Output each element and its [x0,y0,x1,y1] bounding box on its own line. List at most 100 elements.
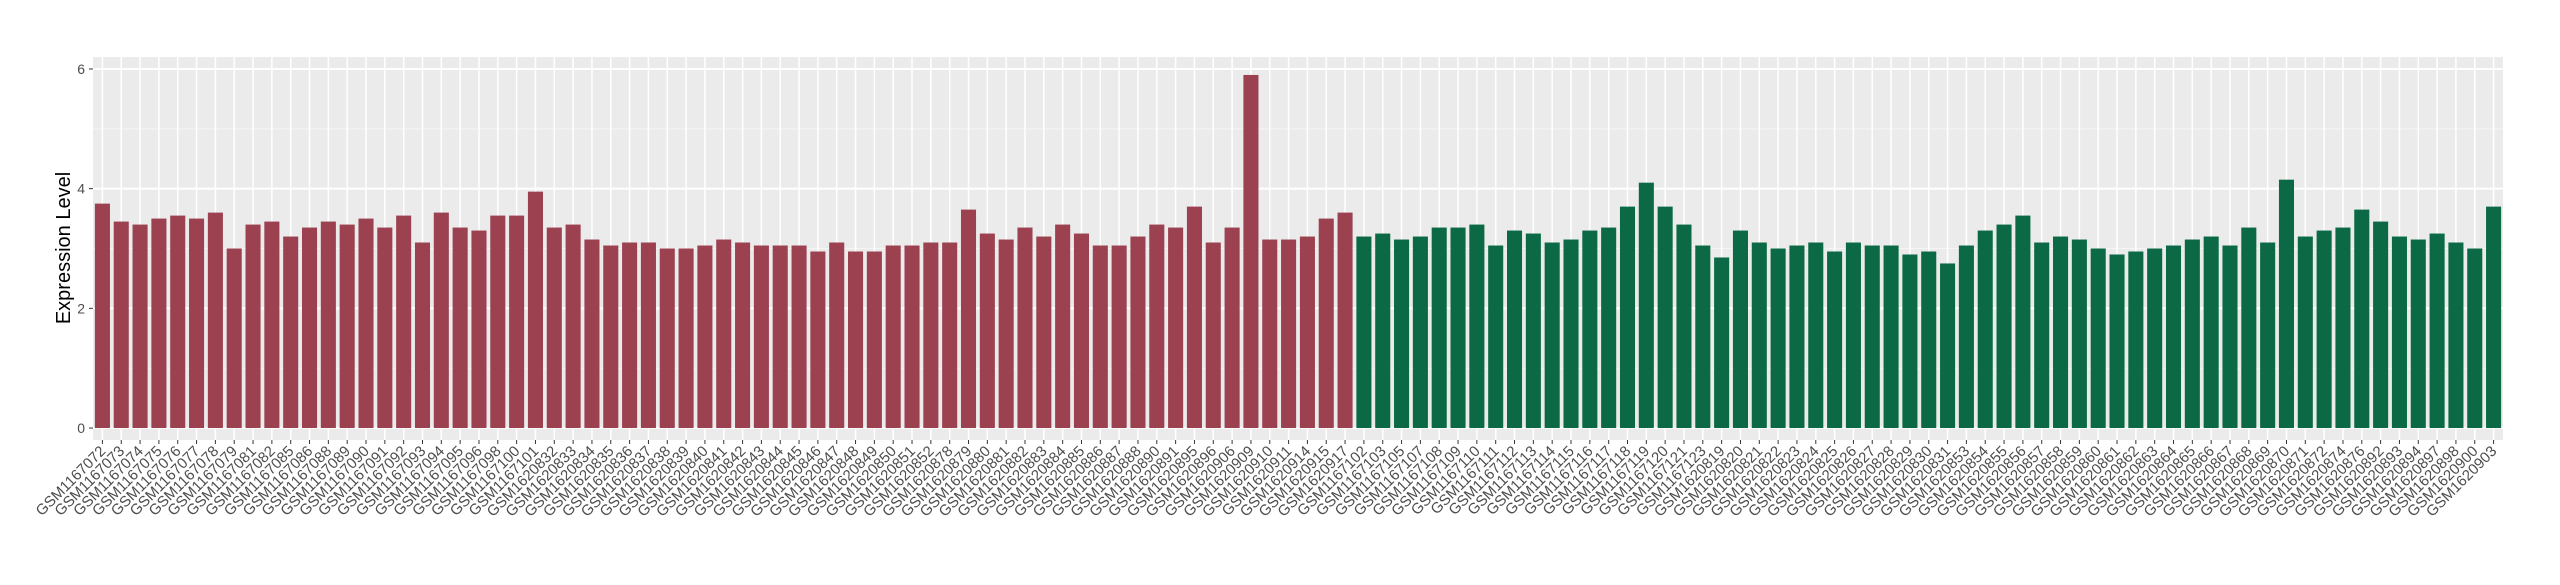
bar [1073,233,1090,429]
bar [2335,227,2351,429]
bar [1789,245,1805,429]
bar [2034,242,2050,429]
bar [2165,245,2182,429]
bar [2260,242,2276,429]
bar [1205,242,1221,429]
bar [810,251,826,429]
bar [1845,242,1861,429]
bar [2354,209,2370,429]
bar [1732,230,1748,429]
bar [1657,206,1673,429]
y-tick-label: 6 [77,61,85,77]
bar [1619,206,1636,429]
bar [358,218,374,429]
bar [264,221,280,429]
bar [207,212,223,429]
bar [1921,251,1937,429]
bar [1525,233,1541,429]
bar [94,203,110,429]
bar [1431,227,1447,429]
bar [2109,254,2125,429]
bar [1375,233,1391,429]
bar [1827,251,1843,429]
bar [170,215,186,429]
bar [1601,227,1617,429]
bar [640,242,656,429]
bar [1469,224,1485,429]
bar [509,215,525,429]
bar [1262,239,1278,429]
bar [848,251,864,429]
bar [433,212,449,429]
bar [2128,251,2144,429]
bar [1714,257,1730,429]
bar [2467,248,2483,429]
bar [2241,227,2257,429]
bar [1864,245,1880,429]
bar [998,239,1014,429]
bar [2222,245,2238,429]
bar [1488,245,1504,429]
bar [471,230,487,429]
bar [697,245,713,429]
bar [1940,263,1956,429]
bar [1996,224,2012,429]
bar [1958,245,1974,429]
bar [904,245,920,429]
bar [283,236,299,429]
bar [1883,245,1899,429]
bar [1450,227,1466,429]
bar [1394,239,1410,429]
bar [2053,236,2069,429]
bar [1563,239,1579,429]
bar [2184,239,2200,429]
bar [1130,236,1146,429]
bar [2090,248,2106,429]
bar [1751,242,1767,429]
bar [1356,236,1372,429]
bar [659,248,675,429]
bar [414,242,431,429]
bar [490,215,506,429]
bar [753,245,769,429]
bar [2429,233,2445,429]
bar [1808,242,1824,429]
bar [791,245,807,429]
bar [2391,236,2407,429]
bar [584,239,600,429]
bar [1186,206,1202,429]
bar [885,245,901,429]
bar [1036,236,1052,429]
y-tick-label: 2 [77,300,85,316]
bar [2410,239,2426,429]
bar [942,242,958,429]
bar [979,233,995,429]
bar [1149,224,1165,429]
bar [2316,230,2332,429]
bar [923,242,939,429]
bar [1299,236,1315,429]
y-axis-title: Expression Level [53,172,75,324]
bar [2015,215,2031,429]
y-tick-label: 4 [77,181,85,197]
bar [1506,230,1523,429]
bar [960,209,977,429]
bar [1638,182,1654,429]
bar [716,239,732,429]
bar [1017,227,1033,429]
bar [226,248,242,429]
bar [1695,245,1711,429]
bar [565,224,581,429]
bar [1092,245,1108,429]
bar [1977,230,1993,429]
bar [2071,239,2087,429]
bar [2373,221,2389,429]
bar [113,221,129,429]
bar [2203,236,2219,429]
bar [1544,242,1560,429]
bar [396,215,412,429]
bar [132,224,148,429]
bar [1111,245,1127,429]
bar [622,242,638,429]
